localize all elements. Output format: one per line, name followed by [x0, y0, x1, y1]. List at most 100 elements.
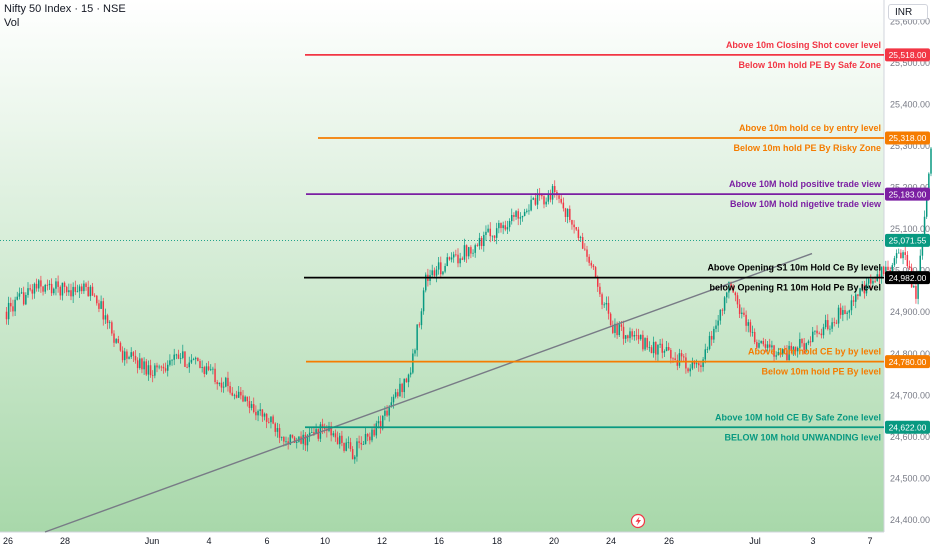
candle-body — [627, 335, 629, 339]
candle-body — [455, 254, 457, 256]
y-tick-label: 24,400.00 — [890, 515, 930, 525]
candle-body — [143, 361, 145, 370]
level-price-badge — [885, 187, 930, 201]
candle-body — [113, 333, 115, 343]
trendline[interactable] — [44, 252, 813, 533]
candle-body — [229, 386, 231, 393]
candle-body — [416, 324, 418, 351]
candle-body — [614, 323, 616, 333]
level-text-above: Above 10m Closing Shot cover level — [726, 40, 881, 50]
candle-body — [407, 374, 410, 383]
candle-body — [287, 441, 289, 445]
candle-body — [734, 292, 737, 296]
candle-body — [657, 344, 659, 355]
candle-body — [919, 255, 921, 276]
x-tick-label: 7 — [867, 536, 872, 546]
candle-body — [861, 284, 863, 289]
candle-body — [186, 366, 188, 368]
candle-body — [433, 270, 436, 276]
candle-body — [356, 441, 358, 457]
candle-body — [308, 432, 311, 436]
x-tick-label: 18 — [492, 536, 502, 546]
candle-body — [835, 322, 838, 324]
candle-body — [685, 357, 687, 369]
candle-body — [566, 208, 569, 217]
volume-label[interactable]: Vol — [4, 17, 20, 29]
candle-body — [214, 368, 216, 383]
candle-body — [753, 331, 756, 343]
candle-body — [452, 254, 455, 258]
candle-body — [18, 293, 21, 297]
candle-body — [289, 434, 292, 445]
candle-body — [564, 208, 567, 217]
candle-body — [569, 208, 571, 220]
chart-title[interactable]: Nifty 50 Index · 15 · NSE — [4, 3, 126, 15]
candle-body — [74, 286, 77, 292]
candle-body — [347, 442, 350, 444]
candle-body — [723, 297, 726, 311]
candle-body — [207, 366, 210, 370]
candle-body — [16, 296, 18, 300]
last-price-badge — [885, 233, 930, 247]
y-tick-label: 25,200.00 — [890, 183, 930, 193]
candle-body — [859, 288, 861, 296]
candle-body — [149, 365, 152, 376]
candle-body — [622, 326, 625, 339]
trendline-group[interactable] — [44, 252, 813, 533]
candle-body — [227, 377, 229, 387]
currency-button[interactable]: INR — [888, 4, 928, 20]
candle-body — [515, 211, 517, 217]
candle-body — [833, 322, 835, 324]
flash-icon[interactable] — [630, 513, 646, 529]
candle-body — [296, 441, 298, 443]
candle-body — [405, 378, 408, 383]
candle-body — [827, 320, 829, 330]
candle-body — [502, 225, 504, 229]
candle-body — [10, 302, 12, 307]
candle-body — [794, 346, 797, 352]
candle-body — [46, 284, 49, 286]
level-text-above: Above 10m hold CE by by level — [748, 347, 881, 357]
candle-body — [334, 433, 337, 438]
time-axis-background[interactable] — [0, 532, 884, 550]
candle-body — [397, 392, 399, 397]
candle-body — [203, 367, 206, 374]
candle-body — [485, 231, 487, 235]
candle-body — [672, 358, 674, 360]
candle-body — [134, 355, 137, 361]
candle-body — [867, 279, 870, 284]
candle-body — [885, 266, 887, 275]
candle-body — [829, 328, 831, 330]
candle-body — [590, 262, 593, 266]
candle-body — [554, 186, 556, 192]
candle-body — [818, 333, 820, 335]
candle-body — [930, 148, 932, 174]
candle-body — [364, 434, 367, 445]
candle-body — [850, 300, 853, 311]
candle-body — [399, 383, 401, 397]
candle-body — [388, 407, 390, 416]
x-tick-label: 3 — [810, 536, 815, 546]
candle-body — [33, 283, 36, 294]
candle-body — [72, 286, 74, 297]
candle-body — [629, 331, 631, 339]
candle-body — [106, 315, 109, 324]
candle-body — [461, 258, 464, 260]
candle-body — [603, 304, 605, 306]
candle-body — [511, 215, 513, 222]
candle-body — [48, 283, 51, 286]
candle-body — [313, 432, 315, 434]
candle-body — [844, 310, 846, 314]
candle-body — [612, 325, 614, 333]
x-tick-label: 12 — [377, 536, 387, 546]
candle-body — [225, 377, 227, 387]
candle-body — [913, 286, 915, 288]
candle-body — [691, 362, 694, 369]
candle-body — [487, 228, 489, 232]
levels-group[interactable]: Above 10m Closing Shot cover level Below … — [304, 40, 930, 442]
candle-body — [837, 307, 840, 324]
candle-body — [414, 350, 416, 354]
candle-body — [194, 357, 197, 360]
